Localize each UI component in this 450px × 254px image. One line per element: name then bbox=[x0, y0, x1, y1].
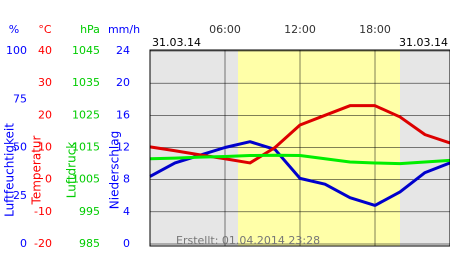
y-tick-label: 30 bbox=[38, 76, 52, 89]
series-line bbox=[149, 104, 450, 165]
y-tick-label: 4 bbox=[123, 205, 130, 218]
axis-unit: mm/h bbox=[108, 23, 140, 36]
date-left: 31.03.14 bbox=[152, 36, 201, 49]
footer: Erstellt: 01.04.2014 23:28 bbox=[176, 234, 320, 247]
y-tick-label: 0 bbox=[45, 173, 52, 186]
y-tick-label: 50 bbox=[13, 141, 27, 154]
date-right: 31.03.14 bbox=[399, 36, 448, 49]
y-tick-label: 1025 bbox=[72, 108, 100, 121]
plot bbox=[149, 50, 450, 246]
plot-border bbox=[149, 49, 450, 247]
y-tick-label: 985 bbox=[79, 237, 100, 250]
axis-title: Luftdruck bbox=[65, 142, 79, 199]
axis-title: Temperatur bbox=[30, 135, 44, 205]
y-tick-label: 8 bbox=[123, 173, 130, 186]
series-line bbox=[149, 153, 450, 166]
y-tick-label: 995 bbox=[79, 205, 100, 218]
y-tick-label: 75 bbox=[13, 92, 27, 105]
y-tick-label: 1005 bbox=[72, 173, 100, 186]
y-tick-label: -20 bbox=[34, 237, 52, 250]
axis-unit: hPa bbox=[80, 23, 100, 36]
y-tick-label: 1015 bbox=[72, 141, 100, 154]
axis-title: Niederschlag bbox=[108, 131, 122, 209]
y-tick-label: 1045 bbox=[72, 44, 100, 57]
y-tick-label: 40 bbox=[38, 44, 52, 57]
y-tick-label: 12 bbox=[116, 141, 130, 154]
y-tick-label: 16 bbox=[116, 108, 130, 121]
y-tick-label: 25 bbox=[13, 189, 27, 202]
x-tick-label: 06:00 bbox=[209, 23, 241, 36]
y-tick-label: 20 bbox=[38, 108, 52, 121]
x-tick-label: 12:00 bbox=[284, 23, 316, 36]
y-tick-label: 0 bbox=[20, 237, 27, 250]
y-tick-label: 1035 bbox=[72, 76, 100, 89]
daylight-band bbox=[238, 50, 400, 246]
axis-unit: °C bbox=[38, 23, 52, 36]
axis-unit: % bbox=[9, 23, 19, 36]
y-tick-label: 20 bbox=[116, 76, 130, 89]
y-tick-label: 24 bbox=[116, 44, 130, 57]
axis-title: Luftfeuchtigkeit bbox=[3, 123, 17, 217]
x-tick-label: 18:00 bbox=[359, 23, 391, 36]
y-tick-label: -10 bbox=[34, 205, 52, 218]
y-tick-label: 100 bbox=[6, 44, 27, 57]
y-tick-label: 0 bbox=[123, 237, 130, 250]
y-tick-label: 10 bbox=[38, 141, 52, 154]
